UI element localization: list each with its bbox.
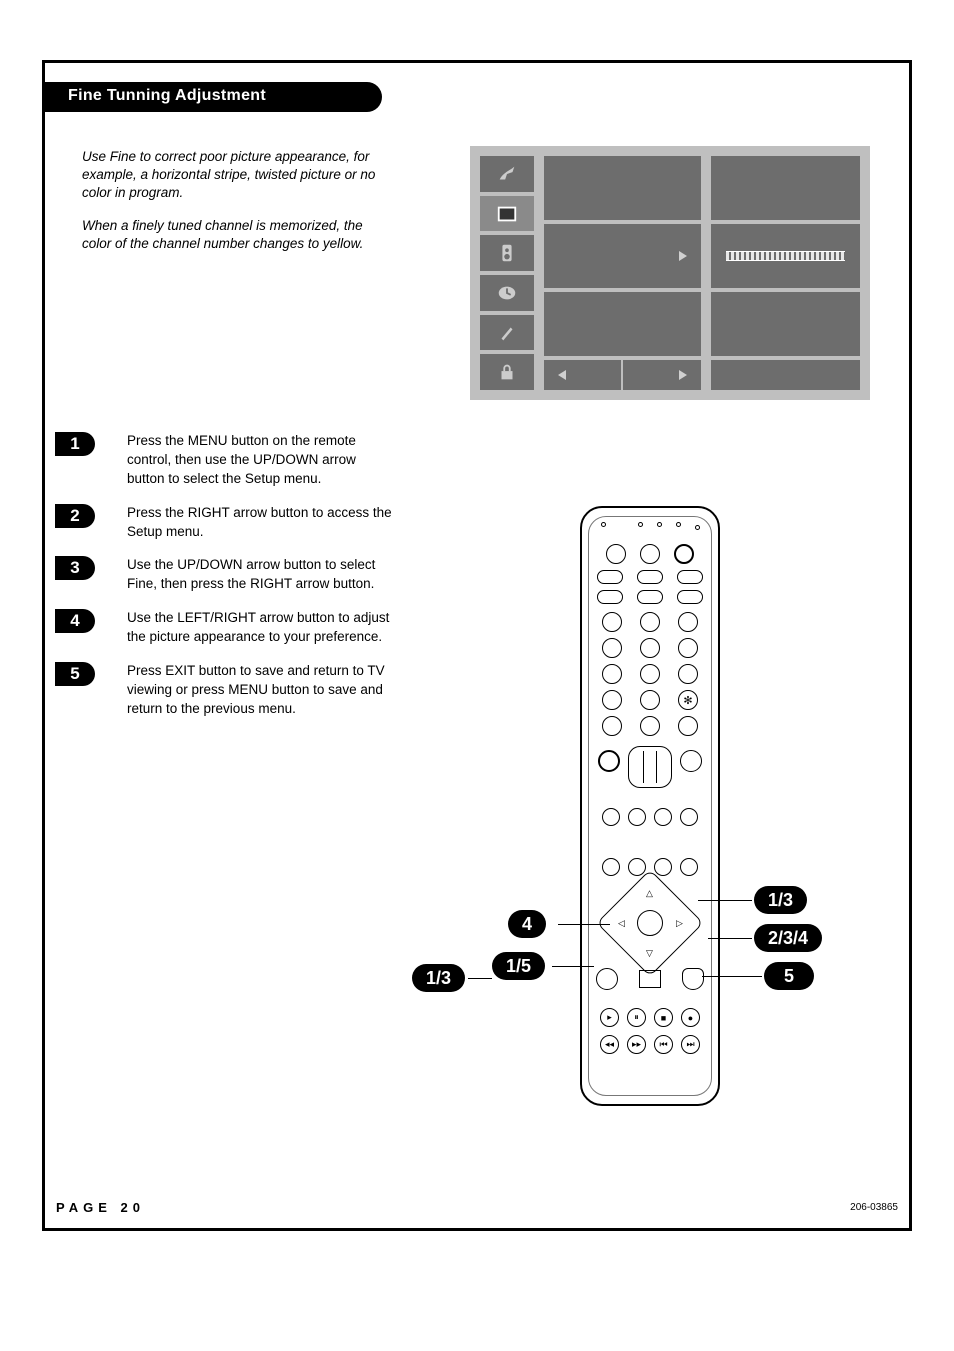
triangle-right-icon bbox=[679, 370, 687, 380]
menu-exit-row bbox=[582, 968, 718, 990]
callout-1-5: 1/5 bbox=[492, 952, 545, 980]
step-5: 5 Press EXIT button to save and return t… bbox=[55, 662, 415, 719]
document-id: 206-03865 bbox=[850, 1202, 898, 1213]
osd-mid-mid bbox=[544, 224, 701, 288]
menu-button bbox=[596, 968, 618, 990]
step-4: 4 Use the LEFT/RIGHT arrow button to adj… bbox=[55, 609, 415, 647]
callout-2-3-4: 2/3/4 bbox=[754, 924, 822, 952]
callout-line bbox=[558, 924, 610, 925]
step-badge: 4 bbox=[55, 609, 95, 633]
step-text: Use the UP/DOWN arrow button to select F… bbox=[127, 556, 395, 594]
callout-line bbox=[708, 938, 752, 939]
osd-mid-top bbox=[544, 156, 701, 220]
intro-text: Use Fine to correct poor picture appeara… bbox=[82, 148, 392, 267]
satellite-icon bbox=[480, 156, 534, 192]
callout-5: 5 bbox=[764, 962, 814, 990]
step-text: Press the RIGHT arrow button to access t… bbox=[127, 504, 395, 542]
mute-button bbox=[680, 750, 702, 772]
remote-diagram: ✻ △ ▽ ◁ ▷ ▸⏸■● ◂◂▸▸⏮⏭ bbox=[580, 506, 720, 1106]
triangle-right-icon bbox=[679, 251, 687, 261]
callout-line bbox=[468, 978, 492, 979]
osd-right-column bbox=[711, 156, 860, 390]
remote-body: ✻ △ ▽ ◁ ▷ ▸⏸■● ◂◂▸▸⏮⏭ bbox=[580, 506, 720, 1106]
callout-line bbox=[552, 966, 594, 967]
callout-1-3-left: 1/3 bbox=[412, 964, 465, 992]
osd-slider bbox=[711, 224, 860, 288]
callout-line bbox=[698, 900, 752, 901]
osd-right-blank bbox=[711, 292, 860, 356]
step-badge: 2 bbox=[55, 504, 95, 528]
speaker-icon bbox=[480, 235, 534, 271]
step-text: Use the LEFT/RIGHT arrow button to adjus… bbox=[127, 609, 395, 647]
exit-button bbox=[682, 968, 704, 990]
setup-icon bbox=[480, 315, 534, 351]
step-badge: 1 bbox=[55, 432, 95, 456]
section-title: Fine Tunning Adjustment bbox=[68, 87, 266, 104]
steps-list: 1 Press the MENU button on the remote co… bbox=[55, 432, 415, 734]
dpad-ok bbox=[637, 910, 663, 936]
slider-bar bbox=[726, 251, 845, 261]
intro-p2: When a finely tuned channel is memorized… bbox=[82, 217, 392, 253]
callout-4: 4 bbox=[508, 910, 546, 938]
callout-1-3-right: 1/3 bbox=[754, 886, 807, 914]
step-text: Press the MENU button on the remote cont… bbox=[127, 432, 395, 489]
osd-screenshot bbox=[470, 146, 870, 400]
step-1: 1 Press the MENU button on the remote co… bbox=[55, 432, 415, 489]
intro-p1: Use Fine to correct poor picture appeara… bbox=[82, 148, 392, 203]
step-3: 3 Use the UP/DOWN arrow button to select… bbox=[55, 556, 415, 594]
callout-line bbox=[702, 976, 762, 977]
step-text: Press EXIT button to save and return to … bbox=[127, 662, 395, 719]
picture-icon bbox=[480, 196, 534, 232]
clock-icon bbox=[480, 275, 534, 311]
step-badge: 5 bbox=[55, 662, 95, 686]
osd-mid-blank bbox=[544, 292, 701, 356]
section-title-bar: Fine Tunning Adjustment bbox=[42, 82, 382, 112]
osd-icon-column bbox=[480, 156, 534, 390]
triangle-left-icon bbox=[558, 370, 566, 380]
fav-button bbox=[598, 750, 620, 772]
osd-right-nav bbox=[711, 360, 860, 390]
media-rows: ▸⏸■● ◂◂▸▸⏮⏭ bbox=[582, 1008, 718, 1062]
step-badge: 3 bbox=[55, 556, 95, 580]
tv-icon bbox=[639, 970, 661, 988]
page-number: PAGE 20 bbox=[56, 1200, 145, 1215]
lock-icon bbox=[480, 354, 534, 390]
osd-right-top bbox=[711, 156, 860, 220]
osd-mid-column bbox=[544, 156, 701, 390]
step-2: 2 Press the RIGHT arrow button to access… bbox=[55, 504, 415, 542]
vol-ch-rocker bbox=[628, 746, 672, 788]
osd-mid-nav bbox=[544, 360, 701, 390]
